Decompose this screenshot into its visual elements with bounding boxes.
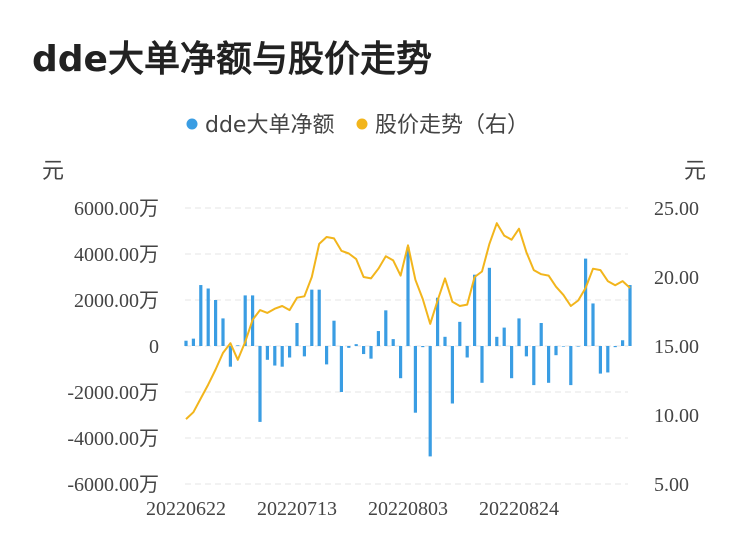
dde-bar <box>317 289 321 346</box>
dde-bar <box>576 346 580 347</box>
x-tick-label: 20220713 <box>257 498 337 520</box>
dde-bar <box>236 345 240 346</box>
dde-bar <box>214 300 218 346</box>
dde-bars <box>184 247 632 457</box>
dde-bar <box>369 346 373 359</box>
right-axis: 25.00 20.00 15.00 10.00 5.00 <box>654 198 699 496</box>
dde-bar <box>628 285 632 346</box>
legend-label: dde大单净额 <box>205 113 334 138</box>
dde-bar <box>487 267 491 346</box>
legend: dde大单净额 股价走势（右） <box>186 113 529 138</box>
dde-bar <box>428 346 432 457</box>
dde-bar <box>606 346 610 373</box>
dde-bar <box>561 346 565 347</box>
dde-bar <box>421 346 425 348</box>
dde-bar <box>532 346 536 386</box>
right-tick-label: 5.00 <box>654 474 689 496</box>
left-tick-label: -4000.00万 <box>67 428 159 450</box>
dde-bar <box>354 344 358 346</box>
dde-bar <box>288 346 292 358</box>
price-line-path <box>185 222 631 420</box>
dde-bar <box>273 346 277 366</box>
dde-bar <box>391 339 395 346</box>
dde-bar <box>332 320 336 346</box>
right-tick-label: 10.00 <box>654 405 699 427</box>
dde-bar <box>199 285 203 346</box>
left-tick-label: -2000.00万 <box>67 382 159 404</box>
dde-bar <box>569 346 573 386</box>
x-tick-label: 20220622 <box>146 498 226 520</box>
dde-bar <box>539 323 543 346</box>
dde-bar <box>480 346 484 383</box>
dde-bar <box>591 303 595 346</box>
dde-bar <box>376 331 380 346</box>
right-tick-label: 25.00 <box>654 198 699 220</box>
dde-bar <box>413 346 417 413</box>
dde-bar <box>598 346 602 374</box>
dde-bar <box>339 346 343 392</box>
dde-bar <box>243 295 247 346</box>
x-tick-label: 20220824 <box>479 498 559 520</box>
dde-bar <box>510 346 514 379</box>
dde-bar <box>517 318 521 346</box>
left-tick-label: 2000.00万 <box>74 290 159 312</box>
dde-bar <box>613 346 617 348</box>
dde-bar <box>436 297 440 346</box>
dde-bar <box>265 346 269 360</box>
dde-bar <box>258 346 262 422</box>
dde-bar <box>325 346 329 365</box>
dde-bar <box>458 321 462 346</box>
dde-bar <box>465 346 469 358</box>
left-tick-label: 4000.00万 <box>74 244 159 266</box>
dde-bar <box>347 346 351 348</box>
axis-units: 元元 <box>42 159 706 184</box>
dde-bar <box>495 336 499 346</box>
left-unit-label: 元 <box>42 159 64 184</box>
dde-bar <box>384 310 388 346</box>
dde-bar <box>310 289 314 346</box>
right-unit-label: 元 <box>684 159 706 184</box>
dde-bar <box>362 346 366 355</box>
dde-bar <box>280 346 284 367</box>
dde-bar <box>450 346 454 404</box>
legend-label: 股价走势（右） <box>375 113 529 138</box>
dde-bar <box>184 340 188 346</box>
left-tick-label: 6000.00万 <box>74 198 159 220</box>
dde-bar <box>621 340 625 346</box>
x-tick-label: 20220803 <box>368 498 448 520</box>
dde-bar <box>221 318 225 346</box>
dde-bar <box>443 336 447 346</box>
dde-bar <box>547 346 551 383</box>
dde-bar <box>406 247 410 346</box>
dde-bar <box>554 346 558 356</box>
dde-bar <box>206 288 210 346</box>
price-line <box>185 222 631 420</box>
left-tick-label: 0 <box>149 336 159 358</box>
chart-title: dde大单净额与股价走势 <box>32 39 432 80</box>
left-axis: 6000.00万 4000.00万 2000.00万 0 -2000.00万 -4000.… <box>67 198 159 496</box>
dde-bar <box>584 258 588 346</box>
dde-bar <box>524 346 528 357</box>
dde-bar <box>191 338 195 346</box>
dde-bar <box>302 346 306 357</box>
left-tick-label: -6000.00万 <box>67 474 159 496</box>
dde-bar <box>228 346 232 367</box>
x-axis: 20220622 20220713 20220803 20220824 <box>146 498 559 520</box>
dde-bar <box>473 274 477 346</box>
dde-bar <box>295 323 299 346</box>
dde-bar <box>502 327 506 346</box>
legend-marker <box>356 118 368 130</box>
right-tick-label: 15.00 <box>654 336 699 358</box>
dde-bar <box>399 346 403 379</box>
legend-marker <box>186 118 198 130</box>
right-tick-label: 20.00 <box>654 267 699 289</box>
